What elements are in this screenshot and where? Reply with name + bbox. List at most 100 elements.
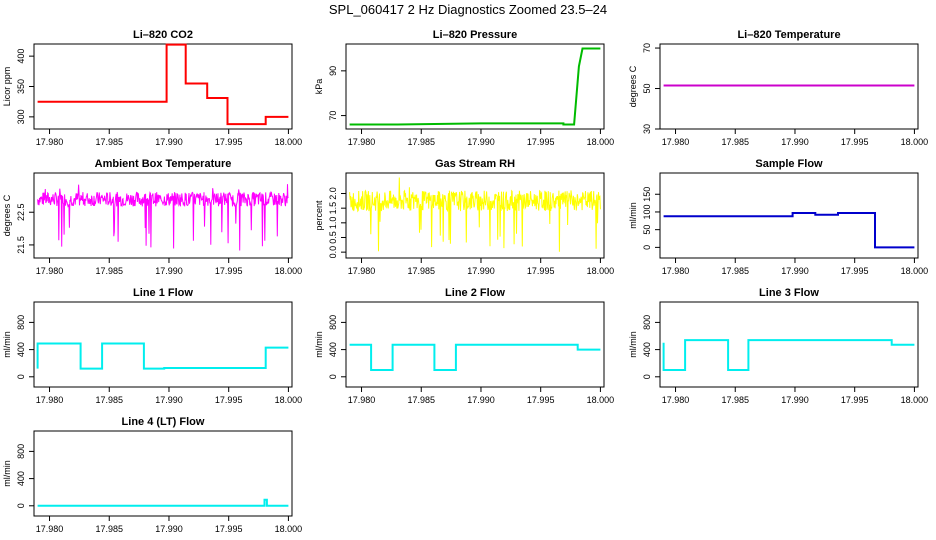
x-tick-label: 17.995 [215, 266, 243, 276]
plot-frame [345, 43, 605, 130]
figure-title: SPL_060417 2 Hz Diagnostics Zoomed 23.5–… [328, 2, 608, 17]
y-tick-label: 30 [642, 124, 652, 134]
y-tick-label: 0 [16, 503, 26, 508]
x-tick-label: 17.985 [95, 395, 123, 405]
x-tick-label: 17.980 [36, 137, 64, 147]
panel-5: Gas Stream RH percent 17.980 17.985 17.990 17… [314, 158, 614, 276]
y-tick-label: 1.0 [328, 217, 338, 230]
series-line [663, 212, 915, 249]
y-axis-label: ml/min [314, 331, 324, 358]
y-tick-label: 800 [642, 315, 652, 330]
y-axis-label: degrees C [628, 65, 638, 107]
y-tick-label: 70 [328, 111, 338, 121]
y-tick-label: 2.0 [328, 187, 338, 200]
series-line [349, 343, 601, 371]
y-tick-label: 800 [16, 444, 26, 459]
x-tick-label: 17.995 [527, 266, 555, 276]
x-tick-label: 17.995 [215, 524, 243, 534]
y-tick-label: 800 [328, 315, 338, 330]
y-tick-label: 0 [642, 374, 652, 379]
y-axis-label: ml/min [2, 331, 12, 358]
plot-frame [345, 301, 605, 388]
x-tick-label: 18.000 [275, 395, 303, 405]
y-axis-label: kPa [314, 79, 324, 95]
x-tick-label: 17.990 [467, 395, 495, 405]
x-tick-label: 17.980 [348, 395, 376, 405]
x-tick-label: 17.990 [781, 266, 809, 276]
panel-3: Li–820 Temperature degrees C 17.980 17.985 1… [628, 29, 928, 147]
x-tick-label: 17.990 [781, 395, 809, 405]
x-tick-label: 17.995 [841, 137, 869, 147]
plot-frame [33, 172, 293, 259]
y-tick-label: 21.5 [16, 236, 26, 254]
x-tick-label: 18.000 [901, 266, 929, 276]
y-tick-label: 0 [328, 374, 338, 379]
x-tick-label: 17.995 [215, 395, 243, 405]
y-tick-label: 90 [328, 66, 338, 76]
y-tick-label: 50 [642, 84, 652, 94]
plot-frame [659, 172, 919, 259]
series-line [349, 47, 601, 126]
y-tick-label: 350 [16, 79, 26, 94]
plot-frame [659, 301, 919, 388]
x-tick-label: 18.000 [275, 137, 303, 147]
y-tick-label: 0 [16, 374, 26, 379]
x-tick-label: 17.980 [36, 524, 64, 534]
panel-10: Line 4 (LT) Flow ml/min 17.980 17.985 17.990… [2, 416, 302, 534]
x-tick-label: 17.985 [721, 266, 749, 276]
y-tick-label: 400 [328, 342, 338, 357]
panel-9: Line 3 Flow ml/min 17.980 17.985 17.990 17.99… [628, 287, 928, 405]
x-tick-label: 17.980 [662, 395, 690, 405]
panel-title: Ambient Box Temperature [95, 158, 232, 170]
x-tick-label: 18.000 [587, 266, 615, 276]
y-tick-label: 22.5 [16, 203, 26, 221]
plot-frame [345, 172, 605, 259]
y-tick-label: 0 [642, 245, 652, 250]
y-tick-label: 70 [642, 43, 652, 53]
panel-title: Gas Stream RH [435, 158, 515, 170]
y-tick-label: 0.5 [328, 231, 338, 244]
y-tick-label: 800 [16, 315, 26, 330]
x-tick-label: 18.000 [587, 395, 615, 405]
y-axis-label: Licor ppm [2, 67, 12, 107]
panel-7: Line 1 Flow ml/min 17.980 17.985 17.990 17.99… [2, 287, 302, 405]
x-tick-label: 17.985 [721, 395, 749, 405]
x-tick-label: 17.980 [36, 266, 64, 276]
x-tick-label: 17.990 [781, 137, 809, 147]
x-tick-label: 17.985 [407, 395, 435, 405]
x-tick-label: 18.000 [275, 524, 303, 534]
series-line [37, 184, 289, 251]
series-line [662, 339, 915, 371]
plot-frame [33, 301, 293, 388]
x-tick-label: 17.990 [155, 266, 183, 276]
y-tick-label: 400 [16, 471, 26, 486]
x-tick-label: 18.000 [901, 395, 929, 405]
x-tick-label: 18.000 [275, 266, 303, 276]
panel-8: Line 2 Flow ml/min 17.980 17.985 17.990 17.99… [314, 287, 614, 405]
panel-6: Sample Flow ml/min 17.980 17.985 17.990 17.99… [628, 158, 928, 276]
panel-title: Sample Flow [755, 158, 823, 170]
y-axis-label: ml/min [628, 202, 638, 229]
x-tick-label: 17.980 [348, 266, 376, 276]
y-tick-label: 1.5 [328, 202, 338, 215]
panel-1: Li–820 CO2 Licor ppm 17.980 17.985 17.990 17.… [2, 29, 302, 147]
y-tick-label: 150 [642, 187, 652, 202]
series-line [349, 177, 601, 252]
x-tick-label: 18.000 [901, 137, 929, 147]
y-tick-label: 0.0 [328, 246, 338, 259]
plot-frame [33, 43, 293, 130]
y-tick-label: 50 [642, 225, 652, 235]
panel-title: Li–820 Pressure [433, 29, 517, 41]
panel-title: Line 1 Flow [133, 287, 193, 299]
x-tick-label: 17.995 [841, 395, 869, 405]
series-line [36, 342, 289, 370]
series-line [37, 43, 289, 126]
y-tick-label: 400 [16, 49, 26, 64]
x-tick-label: 17.980 [36, 395, 64, 405]
y-tick-label: 400 [16, 342, 26, 357]
panel-title: Line 2 Flow [445, 287, 505, 299]
x-tick-label: 17.980 [662, 266, 690, 276]
x-tick-label: 17.990 [467, 137, 495, 147]
panel-2: Li–820 Pressure kPa 17.980 17.985 17.990 17.9… [314, 29, 614, 147]
